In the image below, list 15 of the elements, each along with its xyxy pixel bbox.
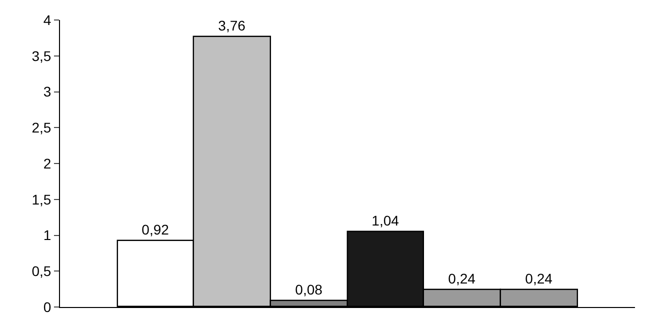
data-label: 0,92 (142, 221, 170, 238)
y-tick-label: 4 (43, 12, 52, 28)
y-tick-label: 3 (43, 84, 52, 100)
y-tick-label: 0,5 (32, 263, 52, 280)
y-tick-label: 0 (43, 298, 52, 315)
data-label: 3,76 (218, 17, 246, 34)
y-tick-label: 3,5 (32, 48, 52, 64)
y-tick-label: 1 (43, 227, 52, 244)
data-label: 1,04 (372, 212, 400, 228)
y-tick-label: 1,5 (32, 191, 52, 208)
data-label: 0,08 (295, 281, 323, 298)
data-label: 0,24 (525, 270, 553, 286)
y-tick-label: 2,5 (32, 120, 52, 136)
y-tick-label: 2 (43, 155, 52, 172)
data-label: 0,24 (448, 270, 476, 286)
